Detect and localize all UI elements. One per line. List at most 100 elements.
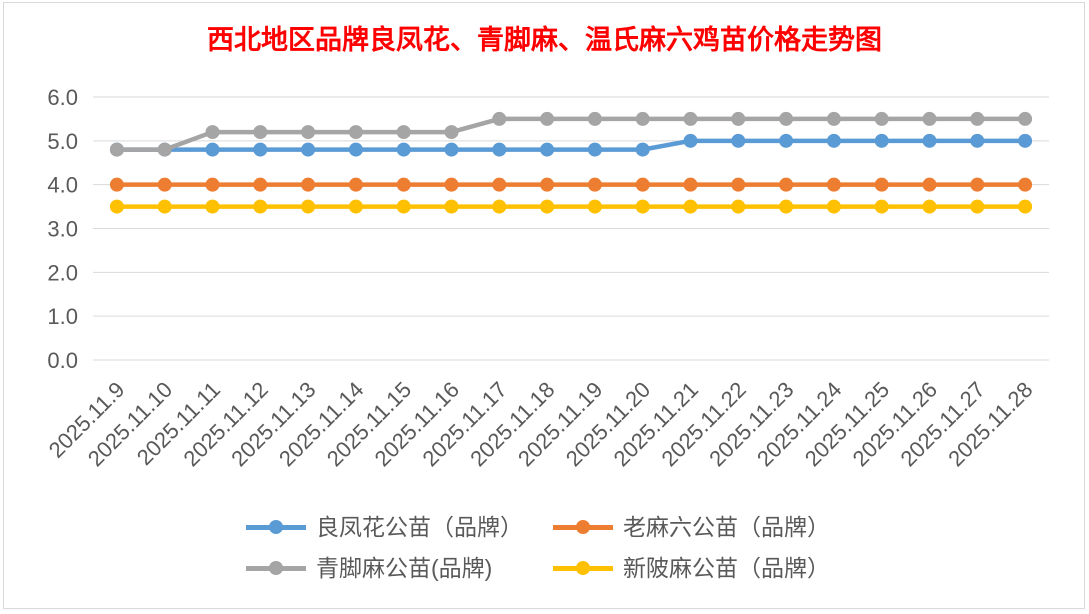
series-0-point-5: [348, 142, 363, 157]
y-tick-label-5: 5.0: [47, 129, 78, 154]
series-2-point-12: [683, 111, 698, 126]
series-2-point-10: [587, 111, 602, 126]
series-2-point-7: [444, 125, 459, 140]
series-2-point-4: [301, 125, 316, 140]
series-1: [109, 177, 1033, 192]
y-tick-label-1: 1.0: [47, 304, 78, 329]
series-3-point-4: [301, 199, 316, 214]
series-1-point-10: [587, 177, 602, 192]
series-3-point-12: [683, 199, 698, 214]
series-1-point-1: [157, 177, 172, 192]
legend-label-2: 青脚麻公苗(品牌): [316, 555, 493, 581]
legend-item-2: 青脚麻公苗(品牌): [246, 553, 492, 583]
y-axis-tick-labels: 0.0 1.0 2.0 3.0 4.0 5.0 6.0: [47, 85, 78, 373]
series-2-point-16: [874, 111, 889, 126]
series-0-point-18: [970, 133, 985, 148]
x-axis-tick-labels: 2025.11.92025.11.102025.11.112025.11.122…: [44, 377, 1038, 471]
series-3-point-13: [731, 199, 746, 214]
series-1-point-13: [731, 177, 746, 192]
series-3-point-7: [444, 199, 459, 214]
legend-marker-3: [553, 553, 613, 583]
legend-marker-2: [246, 553, 306, 583]
legend-item-0: 良凤花公苗（品牌）: [246, 512, 523, 542]
legend-item-3: 新陂麻公苗（品牌）: [553, 553, 830, 583]
series-1-point-16: [874, 177, 889, 192]
chart-frame: [3, 2, 1085, 609]
series-3-point-14: [779, 199, 794, 214]
series-3-point-3: [253, 199, 268, 214]
series-0-point-11: [635, 142, 650, 157]
series-2-point-18: [970, 111, 985, 126]
series-1-point-15: [826, 177, 841, 192]
legend-marker-dot: [269, 520, 283, 534]
series-1-point-9: [540, 177, 555, 192]
series-3-point-0: [109, 199, 124, 214]
series-1-point-6: [396, 177, 411, 192]
series-3-point-17: [922, 199, 937, 214]
y-tick-label-4: 4.0: [47, 173, 78, 198]
series-1-point-12: [683, 177, 698, 192]
y-tick-label-6: 6.0: [47, 85, 78, 110]
series-1-point-17: [922, 177, 937, 192]
series-2-point-9: [540, 111, 555, 126]
series-2-point-14: [779, 111, 794, 126]
series-0-point-14: [779, 133, 794, 148]
series-1-point-14: [779, 177, 794, 192]
series-0-point-7: [444, 142, 459, 157]
series-3-point-16: [874, 199, 889, 214]
series-1-point-4: [301, 177, 316, 192]
series-0-point-6: [396, 142, 411, 157]
legend-label-1: 老麻六公苗（品牌）: [623, 514, 830, 540]
series-2-point-11: [635, 111, 650, 126]
series-1-point-2: [205, 177, 220, 192]
series-0-point-8: [492, 142, 507, 157]
legend-marker-0: [246, 512, 306, 542]
series-2-point-3: [253, 125, 268, 140]
series-2: [109, 111, 1033, 157]
chart-title: 西北地区品牌良凤花、青脚麻、温氏麻六鸡苗价格走势图: [207, 25, 882, 55]
y-tick-label-2: 2.0: [47, 260, 78, 285]
series-0-point-19: [1018, 133, 1033, 148]
series-2-line: [114, 116, 1028, 152]
series-3-point-10: [587, 199, 602, 214]
y-tick-label-0: 0.0: [47, 348, 78, 373]
series-0-line: [114, 138, 1028, 152]
series-1-point-18: [970, 177, 985, 192]
series-1-point-5: [348, 177, 363, 192]
series-0-point-12: [683, 133, 698, 148]
series-3-point-19: [1018, 199, 1033, 214]
series-0-point-10: [587, 142, 602, 157]
series-3-point-9: [540, 199, 555, 214]
series-1-point-19: [1018, 177, 1033, 192]
series-3-point-15: [826, 199, 841, 214]
series-3-point-5: [348, 199, 363, 214]
series-1-point-11: [635, 177, 650, 192]
series-0: [109, 133, 1033, 157]
series-0-point-15: [826, 133, 841, 148]
series-1-point-8: [492, 177, 507, 192]
series-0-point-9: [540, 142, 555, 157]
series-2-point-15: [826, 111, 841, 126]
series-0-point-3: [253, 142, 268, 157]
series-1-point-7: [444, 177, 459, 192]
series-0-point-17: [922, 133, 937, 148]
legend-marker-dot: [576, 520, 590, 534]
series-1-point-0: [109, 177, 124, 192]
legend-label-3: 新陂麻公苗（品牌）: [623, 555, 830, 581]
series-3-point-2: [205, 199, 220, 214]
legend-label-0: 良凤花公苗（品牌）: [316, 514, 523, 540]
legend-item-1: 老麻六公苗（品牌）: [553, 512, 830, 542]
series-1-point-3: [253, 177, 268, 192]
series-2-point-6: [396, 125, 411, 140]
series-3-point-1: [157, 199, 172, 214]
series-3-point-8: [492, 199, 507, 214]
series-0-point-4: [301, 142, 316, 157]
series-2-point-2: [205, 125, 220, 140]
legend-marker-1: [553, 512, 613, 542]
series-0-point-13: [731, 133, 746, 148]
y-tick-label-3: 3.0: [47, 217, 78, 242]
series-2-point-0: [109, 142, 124, 157]
series-3-point-11: [635, 199, 650, 214]
series-2-point-5: [348, 125, 363, 140]
